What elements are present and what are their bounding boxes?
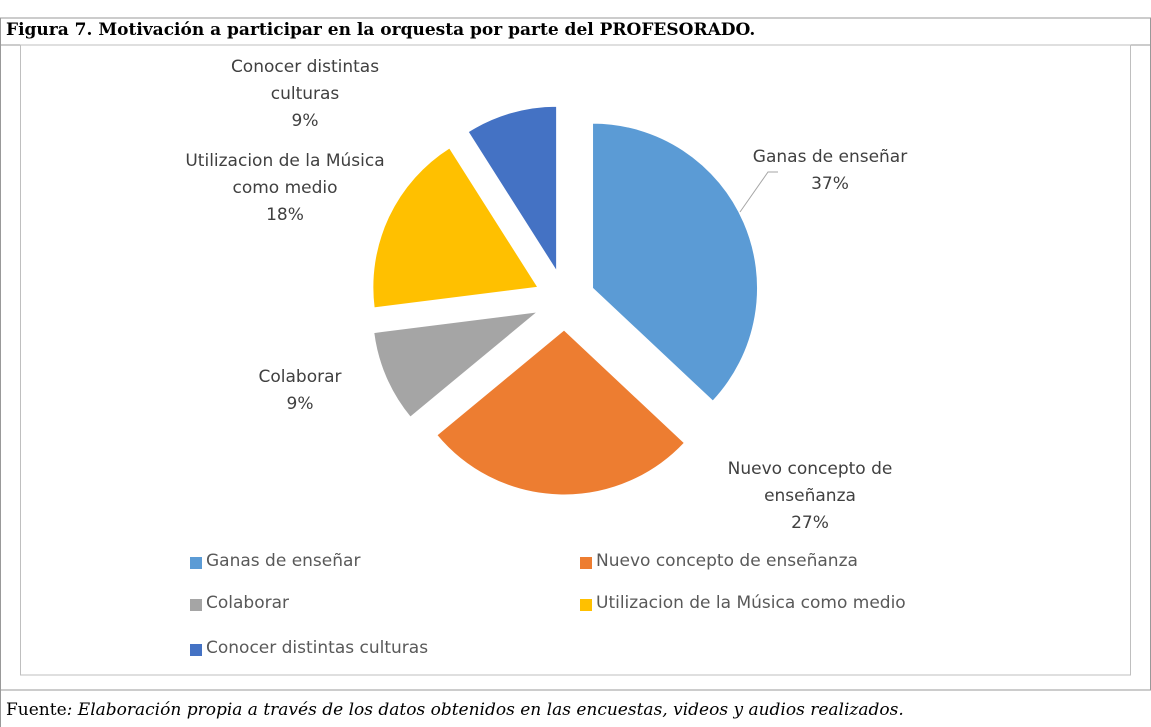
legend-label: Conocer distintas culturas [206,638,429,658]
legend-label: Colaborar [206,593,289,613]
data-label: Nuevo concepto de enseñanza 27% [700,456,920,537]
legend-swatch [190,644,202,656]
data-label-name: Ganas de enseñar [752,147,908,167]
data-label-value: 9% [286,394,314,414]
leader-line [739,171,778,213]
legend-swatch [190,599,202,611]
source: Fuente: Elaboración propia a través de l… [6,700,904,720]
legend-swatch [580,557,592,569]
pie-slice [592,122,758,402]
data-label: Ganas de enseñar 37% [740,144,920,198]
data-label-value: 18% [266,205,304,225]
pie-slice [467,105,558,273]
pie-slice [436,329,686,496]
data-label-name: Nuevo concepto de enseñanza [727,459,893,506]
pie-slice [373,311,540,418]
chart-title: Figura 7. Motivación a participar en la … [6,20,756,40]
pie [190,105,778,656]
data-label-name: Conocer distintas culturas [230,57,380,104]
data-label-value: 27% [791,513,829,533]
source-text: : Elaboración propia a través de los dat… [66,700,904,720]
chart-area [20,44,1131,676]
pie-slice [372,147,539,309]
data-label-name: Utilizacion de la Música como medio [185,151,385,198]
source-label: Fuente [6,700,67,720]
data-label: Utilizacion de la Música como medio 18% [170,148,400,229]
data-label: Conocer distintas culturas 9% [215,54,395,135]
legend-label: Utilizacion de la Música como medio [596,593,906,613]
legend-swatch [580,599,592,611]
legend-swatch [190,557,202,569]
legend-label: Ganas de enseñar [206,551,361,571]
data-label: Colaborar 9% [240,364,360,418]
data-label-name: Colaborar [258,367,342,387]
data-label-value: 9% [291,111,319,131]
data-label-value: 37% [811,174,849,194]
legend-label: Nuevo concepto de enseñanza [596,551,858,571]
